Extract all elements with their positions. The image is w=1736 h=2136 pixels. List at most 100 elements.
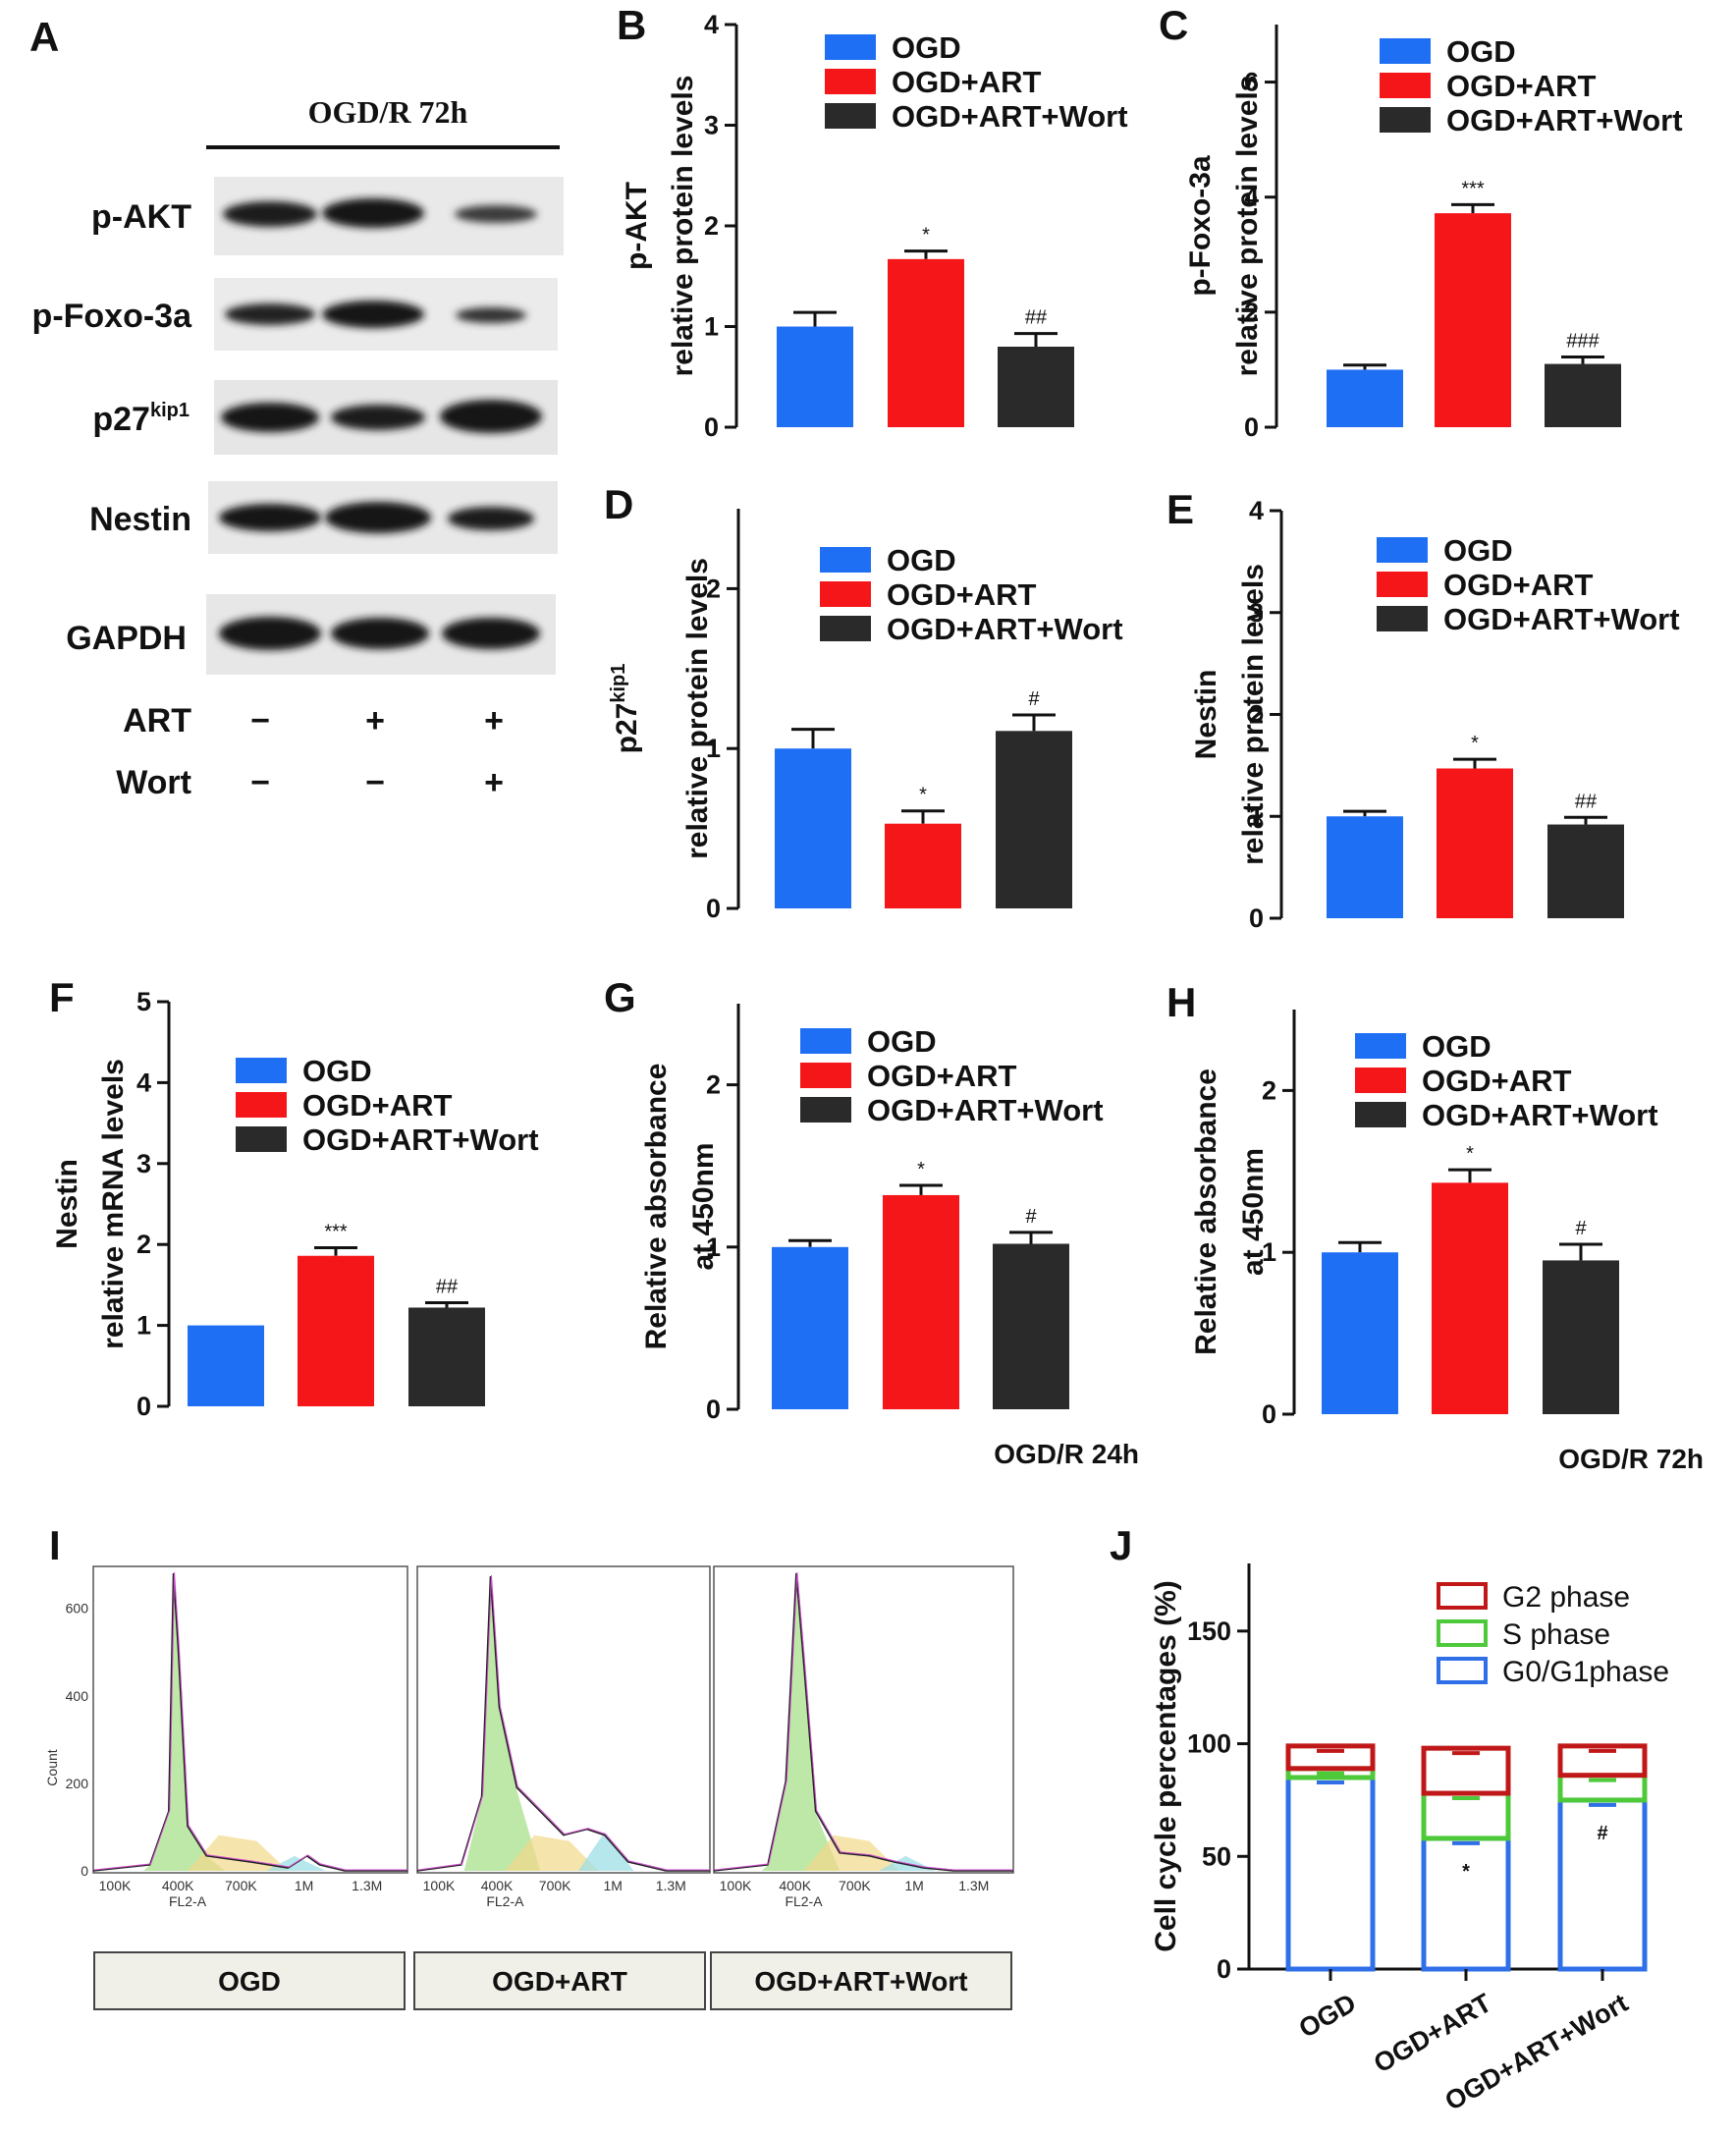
treatment-sign: −	[250, 702, 270, 739]
fc-group-box-ogdartwort: OGD+ART+Wort	[710, 1951, 1012, 2010]
y-axis-label: Relative absorbance	[640, 1064, 673, 1350]
y-axis-label: relative protein levels	[1231, 76, 1264, 377]
significance-label: #	[1597, 1823, 1607, 1844]
blot-row-nestin: Nestin	[89, 481, 558, 554]
legend-swatch	[820, 616, 871, 641]
fc-x-tick-label: 700K	[225, 1878, 257, 1893]
legend-swatch	[1380, 38, 1431, 64]
blot-band	[221, 403, 319, 432]
significance-label: #	[1575, 1218, 1587, 1239]
blot-label-nestin: Nestin	[89, 501, 191, 538]
fc-y-tick-label: 600	[66, 1601, 89, 1616]
legend-swatch	[825, 34, 876, 60]
y-tick-label: 0	[1262, 1399, 1276, 1429]
legend-label: OGD	[1422, 1029, 1492, 1064]
fc-x-tick-label: 400K	[162, 1878, 194, 1893]
fc-x-tick-label: 100K	[720, 1878, 752, 1893]
bar-ogd	[777, 326, 853, 427]
y-axis-label-text: Relative absorbance	[640, 1064, 673, 1350]
y-axis-label: p-Foxo-3a	[1184, 155, 1217, 297]
y-axis-label: Relative absorbance	[1190, 1068, 1222, 1355]
y-axis-label: at 450nm	[687, 1142, 720, 1270]
legend-label: OGD+ART+Wort	[1446, 103, 1683, 137]
y-tick-label: 4	[1249, 496, 1264, 525]
treatment-row-art: ART − + +	[123, 702, 504, 739]
y-axis-label: Nestin	[1190, 670, 1222, 760]
legend-label: OGD+ART	[887, 577, 1036, 612]
significance-label: ***	[1461, 178, 1485, 199]
chart-caption: OGD/R 72h	[1558, 1444, 1704, 1474]
significance-label: ###	[1566, 331, 1600, 353]
legend-label: OGD+ART	[1422, 1064, 1571, 1098]
bar-ogd	[1322, 1252, 1398, 1414]
blot-row-gapdh: GAPDH	[66, 594, 556, 675]
bar-ogd-art-wort	[1543, 1260, 1619, 1414]
fc-model-fit-line	[417, 1574, 711, 1871]
bar-ogd-art	[1432, 1182, 1508, 1414]
fc-y-tick-label: 400	[66, 1688, 89, 1704]
fc-x-tick-label: 1.3M	[656, 1878, 686, 1893]
y-tick-label: 3	[1249, 598, 1264, 628]
y-axis-label-text: relative protein levels	[1237, 564, 1270, 865]
fc-histogram-line	[713, 1572, 1013, 1872]
y-tick-label: 100	[1187, 1729, 1231, 1759]
fc-x-tick-label: 1.3M	[352, 1878, 382, 1893]
blot-row-pfoxo3a: p-Foxo-3a	[32, 278, 558, 351]
fc-histogram-line	[92, 1572, 407, 1872]
fc-histogram-ogd: 100K 400K 700K 1M 1.3M FL2-A	[92, 1565, 408, 1909]
y-tick-label: 5	[136, 987, 151, 1016]
fc-g1-fill	[143, 1582, 226, 1871]
fc-histogram-ogd-art-wort: 100K 400K 700K 1M 1.3M FL2-A	[713, 1565, 1014, 1909]
bar-ogd-art	[885, 823, 961, 908]
y-tick-label: 150	[1187, 1616, 1231, 1646]
y-axis-label-text: Nestin	[1190, 670, 1222, 760]
significance-label: *	[922, 225, 930, 246]
y-axis-label: p-AKT	[621, 182, 653, 270]
fc-group-box-ogdart: OGD+ART	[413, 1951, 706, 2010]
legend-swatch	[1437, 1619, 1488, 1647]
panel-d-chart: D 0 1 2 p27kip1 relative protein levels * # OGD…	[604, 481, 1123, 923]
legend-swatch	[820, 547, 871, 573]
blot-band	[331, 618, 429, 649]
panel-label-i: I	[49, 1522, 61, 1568]
y-axis-label: p27kip1	[608, 664, 643, 754]
fc-x-tick-label: 100K	[99, 1878, 132, 1893]
y-tick-label: 4	[136, 1068, 151, 1097]
fc-group-label: OGD+ART	[492, 1966, 627, 1997]
legend-swatch	[1377, 572, 1428, 597]
blot-row-p27: p27kip1	[92, 380, 558, 455]
y-tick-label: 1	[1262, 1237, 1276, 1267]
fc-x-tick-label: 1M	[904, 1878, 923, 1893]
legend-label: OGD+ART+Wort	[1443, 602, 1680, 636]
legend-label: OGD+ART+Wort	[302, 1123, 539, 1157]
y-axis-label-text: relative protein levels	[1231, 76, 1264, 377]
y-axis-label-text: relative mRNA levels	[97, 1059, 130, 1349]
legend-swatch	[825, 69, 876, 94]
y-tick-label: 4	[1244, 183, 1259, 212]
legend-swatch	[820, 581, 871, 607]
stacked-segment-g2	[1285, 1743, 1376, 1772]
treatment-sign: +	[365, 702, 385, 739]
fc-x-tick-label: 1M	[603, 1878, 622, 1893]
fc-g1-fill	[463, 1585, 541, 1871]
y-axis-label: relative protein levels	[681, 558, 714, 859]
bar-ogd	[1327, 369, 1403, 427]
y-tick-label: 2	[1249, 700, 1264, 730]
fc-s-fill	[188, 1835, 289, 1871]
legend-label: OGD+ART+Wort	[867, 1093, 1104, 1127]
legend-label: OGD+ART	[302, 1088, 452, 1123]
fc-y-tick-label: 0	[81, 1863, 88, 1879]
fc-plot-frame	[92, 1565, 408, 1874]
legend-label: OGD	[302, 1054, 372, 1088]
fc-x-tick-label: 400K	[779, 1878, 811, 1893]
fc-x-axis-label: FL2-A	[486, 1893, 524, 1909]
fc-x-tick-label: 700K	[539, 1878, 571, 1893]
significance-label: ##	[1025, 307, 1048, 329]
y-tick-label: 2	[1262, 1075, 1276, 1105]
panel-label-e: E	[1166, 486, 1194, 532]
chart-caption: OGD/R 24h	[994, 1439, 1139, 1469]
fc-histogram-ogd-art: 100K 400K 700K 1M 1.3M FL2-A	[416, 1565, 711, 1909]
y-tick-label: 0	[704, 412, 719, 442]
y-axis-label-text: Relative absorbance	[1190, 1068, 1222, 1355]
